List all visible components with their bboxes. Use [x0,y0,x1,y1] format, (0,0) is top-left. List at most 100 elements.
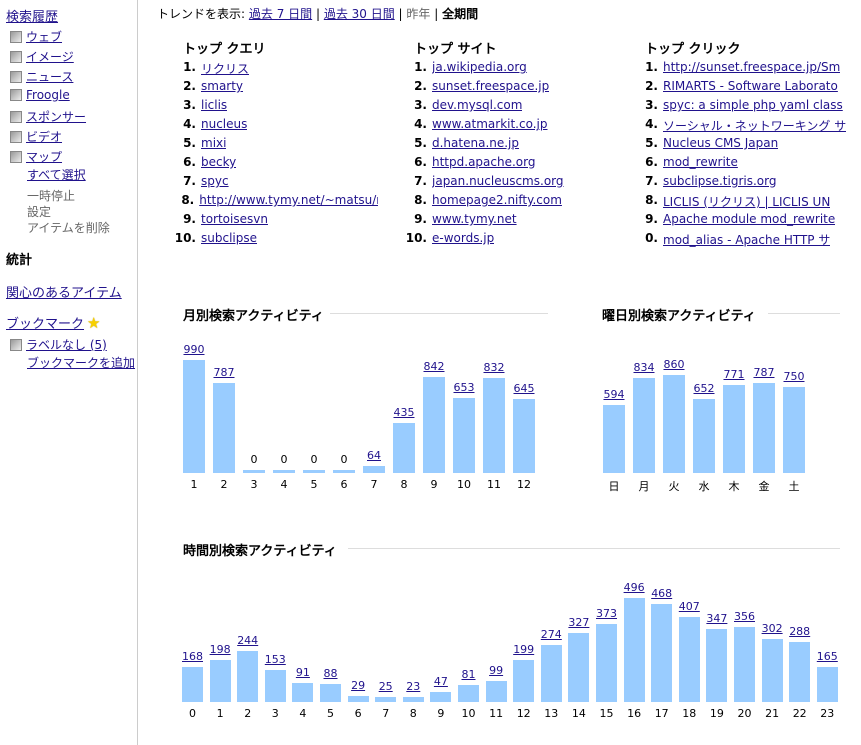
list-link[interactable]: mod_rewrite [663,155,738,169]
checkbox[interactable] [10,150,22,163]
sidebar-item-label[interactable]: Froogle [26,88,70,102]
value-label[interactable]: 407 [678,599,700,613]
sidebar-item-label[interactable]: ニュース [26,70,74,84]
value-label[interactable]: 834 [633,360,655,374]
list-link[interactable]: http://sunset.freespace.jp/Sm [663,60,841,74]
checkbox[interactable] [10,50,22,63]
list-link[interactable]: Nucleus CMS Japan [663,136,779,150]
value-label[interactable]: 25 [378,679,393,693]
list-link[interactable]: tortoisesvn [201,212,268,226]
list-link[interactable]: LICLIS (リクリス) | LICLIS UN [663,195,831,209]
value-label[interactable]: 787 [213,366,235,380]
value-label[interactable]: 29 [351,678,366,692]
list-link[interactable]: spyc: a simple php yaml class [663,98,843,112]
sidebar-item[interactable]: イメージ [10,48,74,65]
checkbox[interactable] [10,89,22,101]
sidebar-item-label[interactable]: ビデオ [26,130,63,144]
value-label[interactable]: 47 [433,675,448,689]
trend-30-days[interactable]: 過去 30 日間 [323,7,395,21]
list-link[interactable]: ja.wikipedia.org [432,60,527,74]
sidebar-item[interactable]: スポンサー [10,108,86,125]
value-label[interactable]: 645 [513,382,535,396]
value-label[interactable]: 168 [182,649,203,663]
value-label[interactable]: 274 [540,627,562,641]
list-link[interactable]: sunset.freespace.jp [432,79,550,93]
value-label[interactable]: 860 [663,357,685,371]
list-link[interactable]: http://www.tymy.net/~matsu/nu [199,193,378,207]
list-link[interactable]: homepage2.nifty.com [432,193,562,207]
value-label[interactable]: 652 [693,381,715,395]
sidebar-item[interactable]: Froogle [10,88,70,102]
sidebar-item-label[interactable]: イメージ [26,50,74,64]
list-link[interactable]: smarty [201,79,244,93]
value-label[interactable]: 288 [789,624,811,638]
value-label[interactable]: 88 [323,666,338,680]
list-link[interactable]: becky [201,155,237,169]
value-label[interactable]: 199 [513,643,535,657]
sidebar-item-label[interactable]: ウェブ [26,30,63,44]
value-label[interactable]: 302 [761,621,783,635]
value-label[interactable]: 327 [568,616,590,630]
list-link[interactable]: www.tymy.net [432,212,517,226]
list-link[interactable]: nucleus [201,117,248,131]
list-link[interactable]: mod_alias - Apache HTTP サ [663,233,831,247]
add-bookmark-link[interactable]: ブックマークを追加 [27,356,136,370]
value-label[interactable]: 347 [706,612,728,626]
sidebar-item-label[interactable]: スポンサー [26,110,87,124]
bookmarks-link[interactable]: ブックマーク [6,317,85,332]
sidebar-item-label[interactable]: マップ [26,150,63,164]
value-label[interactable]: 244 [237,633,259,647]
value-label[interactable]: 496 [623,581,645,594]
value-label[interactable]: 165 [816,650,838,664]
list-link[interactable]: subclipse [201,231,257,245]
list-link[interactable]: httpd.apache.org [432,155,536,169]
list-link[interactable]: ソーシャル・ネットワーキング サ [663,119,847,133]
sidebar-item[interactable]: ニュース [10,68,73,85]
value-label[interactable]: 356 [734,610,755,624]
value-label[interactable]: 653 [453,381,475,395]
sidebar-item[interactable]: ビデオ [10,128,62,145]
interesting-items-link[interactable]: 関心のあるアイテム [6,286,122,301]
value-label[interactable]: 787 [753,366,775,380]
value-label[interactable]: 99 [489,664,504,678]
value-label[interactable]: 435 [393,406,415,420]
list-link[interactable]: dev.mysql.com [432,98,523,112]
sidebar-item-unlabeled[interactable]: ラベルなし (5) [10,336,107,353]
unlabeled-link[interactable]: ラベルなし (5) [26,338,107,352]
sidebar-item[interactable]: マップ [10,148,62,165]
value-label[interactable]: 81 [461,668,476,682]
list-link[interactable]: subclipse.tigris.org [663,174,777,188]
sidebar-item[interactable]: ウェブ [10,28,62,45]
checkbox[interactable] [10,130,22,143]
search-history-link[interactable]: 検索履歴 [6,10,59,25]
list-link[interactable]: e-words.jp [432,231,495,245]
value-label[interactable]: 153 [264,652,286,666]
list-link[interactable]: RIMARTS - Software Laborato [663,79,838,93]
value-label[interactable]: 373 [596,606,617,620]
list-link[interactable]: www.atmarkit.co.jp [432,117,548,131]
trend-7-days[interactable]: 過去 7 日間 [248,7,313,21]
list-link[interactable]: liclis [201,98,228,112]
value-label[interactable]: 771 [723,367,745,381]
checkbox[interactable] [10,110,22,123]
value-label[interactable]: 468 [651,586,673,600]
value-label[interactable]: 842 [423,359,445,373]
list-link[interactable]: spyc [201,174,229,188]
list-link[interactable]: リクリス [201,62,250,76]
value-label[interactable]: 750 [783,370,805,384]
list-link[interactable]: d.hatena.ne.jp [432,136,520,150]
checkbox[interactable] [10,338,22,351]
value-label[interactable]: 832 [483,361,505,375]
value-label[interactable]: 23 [406,680,421,694]
value-label[interactable]: 64 [367,448,381,462]
list-link[interactable]: Apache module mod_rewrite [663,212,836,226]
value-label[interactable]: 594 [603,388,625,402]
value-label[interactable]: 91 [295,665,310,679]
value-label[interactable]: 990 [183,343,205,356]
list-link[interactable]: japan.nucleuscms.org [432,174,564,188]
checkbox[interactable] [10,30,22,43]
value-label[interactable]: 198 [209,643,231,657]
list-link[interactable]: mixi [201,136,227,150]
checkbox[interactable] [10,70,22,83]
select-all-link[interactable]: すべて選択 [27,168,86,182]
